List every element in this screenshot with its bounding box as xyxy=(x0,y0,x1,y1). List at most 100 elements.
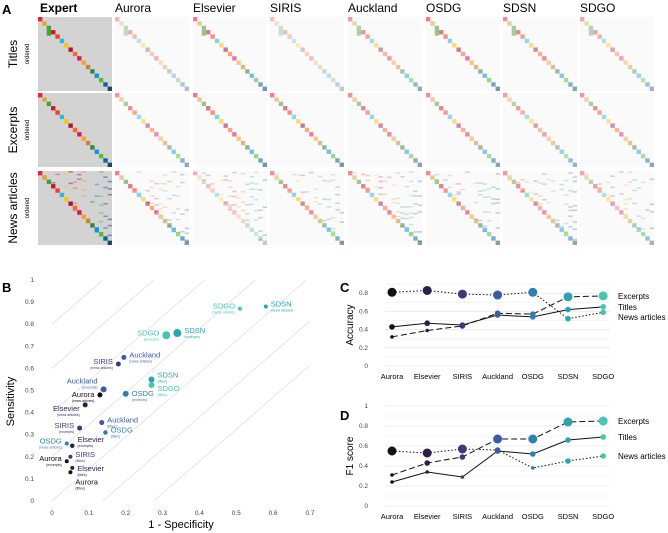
heatmap-cell xyxy=(408,171,414,173)
heatmap-diagonal-cell xyxy=(546,214,551,219)
heatmap-diagonal-cell xyxy=(136,38,142,44)
heatmap-diagonal-cell xyxy=(240,218,246,224)
heatmap-cell xyxy=(223,175,228,177)
heatmap-cell xyxy=(486,187,492,190)
heatmap-diagonal-cell xyxy=(369,192,375,198)
heatmap-diagonal-cell xyxy=(167,145,172,150)
column-header-sdsn: SDSN xyxy=(503,1,536,15)
heatmap-cell xyxy=(546,216,551,219)
point-label: Elsevier xyxy=(77,464,104,473)
heatmap-diagonal-cell xyxy=(529,119,534,124)
heatmap-diagonal-cell xyxy=(278,25,284,36)
heatmap-diagonal-cell xyxy=(245,69,250,74)
heatmap-cell xyxy=(245,183,250,186)
heatmap-diagonal-cell xyxy=(439,184,444,189)
scatter-point xyxy=(68,470,73,475)
heatmap-cell xyxy=(175,208,181,210)
heatmap-cell xyxy=(249,196,254,198)
heatmap-cell xyxy=(533,180,538,182)
heatmap-cell xyxy=(258,209,263,211)
heatmap-cell xyxy=(413,195,418,197)
heatmap-diagonal-cell xyxy=(115,17,120,22)
heatmap-cell xyxy=(227,204,233,206)
heatmap-diagonal-cell xyxy=(184,240,189,245)
heatmap-cell xyxy=(572,204,577,207)
heatmap-cell xyxy=(94,183,99,186)
heatmap-cell xyxy=(158,202,163,205)
scatter-point xyxy=(70,443,75,448)
point-sublabel: (excerpts) xyxy=(46,463,62,467)
heatmap-diagonal-cell xyxy=(210,110,215,115)
heatmap-diagonal-cell xyxy=(77,132,82,137)
heatmap-cell xyxy=(145,189,150,192)
heatmap-diagonal-cell xyxy=(90,69,95,74)
heatmap-diagonal-cell xyxy=(214,38,220,44)
heatmap-cell xyxy=(184,209,189,211)
heatmap-diagonal-cell xyxy=(404,149,409,154)
heatmap-diagonal-cell xyxy=(348,93,353,98)
heatmap-diagonal-cell xyxy=(77,56,82,61)
heatmap-cell xyxy=(623,202,628,205)
heatmap-cell xyxy=(68,182,73,185)
heatmap-diagonal-cell xyxy=(335,158,340,163)
heatmap-diagonal-cell xyxy=(77,210,82,215)
heatmap-diagonal-cell xyxy=(563,231,569,237)
heatmap-cell xyxy=(447,174,453,177)
heatmap-diagonal-cell xyxy=(219,43,224,48)
heatmap-cell xyxy=(77,173,82,176)
heatmap-cell xyxy=(330,230,336,232)
point-label: Aurora xyxy=(39,454,62,463)
heatmap-cell xyxy=(568,215,573,217)
heatmap-cell xyxy=(365,179,370,182)
heatmap-cell xyxy=(516,182,521,184)
heatmap-cell xyxy=(520,178,525,181)
heatmap-diagonal-cell xyxy=(495,86,500,91)
heatmap-diagonal-cell xyxy=(580,93,585,98)
scatter-point xyxy=(148,376,155,383)
heatmap-cell xyxy=(568,206,573,208)
heatmap-cell xyxy=(291,193,297,195)
heatmap-cell xyxy=(136,171,142,173)
heatmap-background xyxy=(503,171,577,245)
scatter-point xyxy=(97,392,103,398)
heatmap-diagonal-cell xyxy=(563,153,569,159)
heatmap-cell xyxy=(408,223,414,226)
point-sublabel: (titles) xyxy=(107,425,117,429)
heatmap-diagonal-cell xyxy=(478,69,483,74)
y-tick-label: 1 xyxy=(364,403,368,410)
heatmap-diagonal-cell xyxy=(175,77,181,83)
heatmap-diagonal-cell xyxy=(550,64,556,70)
heatmap-cell xyxy=(606,194,611,197)
heatmap-diagonal-cell xyxy=(128,30,133,35)
heatmap-diagonal-cell xyxy=(516,106,521,111)
x-tick-label: 0.3 xyxy=(158,510,167,517)
heatmap-diagonal-cell xyxy=(408,231,414,237)
data-point xyxy=(565,437,571,443)
heatmap-cell xyxy=(417,195,422,197)
heatmap-cell xyxy=(486,196,492,198)
heatmap-diagonal-cell xyxy=(361,106,366,111)
heatmap-diagonal-cell xyxy=(400,223,405,228)
heatmap-diagonal-cell xyxy=(206,106,211,111)
x-tick-label: SDGO xyxy=(592,512,614,521)
x-tick-label: 0.2 xyxy=(121,510,130,517)
heatmap-diagonal-cell xyxy=(197,175,202,180)
scatter-point xyxy=(237,306,242,311)
heatmap-cell xyxy=(524,181,530,183)
data-point xyxy=(493,290,503,300)
heatmap-cell xyxy=(81,180,86,182)
heatmap-diagonal-cell xyxy=(452,43,457,48)
heatmap-diagonal-cell xyxy=(361,30,366,35)
heatmap-cell xyxy=(291,173,297,176)
heatmap-diagonal-cell xyxy=(632,145,637,150)
x-tick-label: 0 xyxy=(50,510,54,517)
heatmap-diagonal-cell xyxy=(495,162,500,167)
heatmap-diagonal-cell xyxy=(283,30,288,35)
heatmap-cell xyxy=(572,180,577,183)
heatmap-diagonal-cell xyxy=(511,25,517,36)
heatmap-diagonal-cell xyxy=(136,114,142,120)
heatmap-diagonal-cell xyxy=(162,218,168,224)
heatmap-diagonal-cell xyxy=(387,56,392,61)
heatmap-cell xyxy=(103,186,108,189)
